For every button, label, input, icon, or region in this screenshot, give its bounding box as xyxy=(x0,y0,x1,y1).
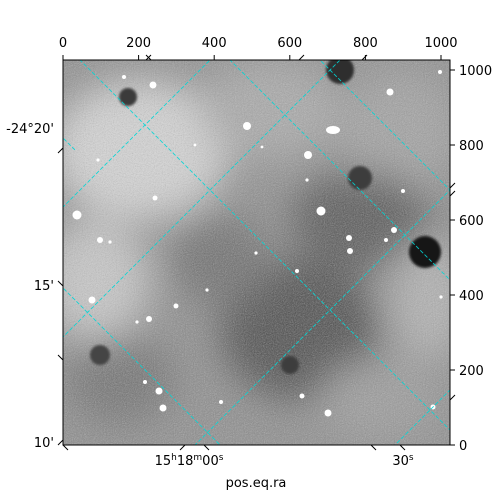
right-tick-0: 0 xyxy=(459,439,467,454)
top-tick-labels: 0 200 400 600 800 1000 xyxy=(59,36,458,51)
wcs-grid xyxy=(63,60,450,445)
wcs-edge-ticks xyxy=(57,54,456,451)
top-pixel-axis xyxy=(62,55,442,60)
top-tick-0: 0 xyxy=(59,36,67,51)
dec-tick-labels: -24°20' 15' 10' xyxy=(6,122,54,451)
x-axis-title: pos.eq.ra xyxy=(226,476,287,491)
ra-tick-15h18m00s: 15h18m00s xyxy=(155,453,224,469)
right-tick-400: 400 xyxy=(459,289,484,304)
ra-tick-30s: 30s xyxy=(392,453,414,469)
right-tick-800: 800 xyxy=(459,139,484,154)
dec-tick-10: 10' xyxy=(34,436,54,451)
top-tick-1000: 1000 xyxy=(424,36,457,51)
right-tick-200: 200 xyxy=(459,364,484,379)
top-tick-200: 200 xyxy=(126,36,151,51)
right-tick-1000: 1000 xyxy=(459,64,492,79)
plot-frame xyxy=(62,59,451,446)
dec-tick-2420: -24°20' xyxy=(6,122,54,137)
stars xyxy=(72,70,443,417)
top-tick-600: 600 xyxy=(277,36,302,51)
dark-features xyxy=(90,60,441,374)
dec-tick-15: 15' xyxy=(34,279,54,294)
right-pixel-axis xyxy=(450,69,455,446)
top-tick-800: 800 xyxy=(353,36,378,51)
right-tick-600: 600 xyxy=(459,214,484,229)
top-tick-400: 400 xyxy=(202,36,227,51)
right-tick-labels: 0 200 400 600 800 1000 xyxy=(459,64,492,454)
sky-image xyxy=(63,60,450,445)
